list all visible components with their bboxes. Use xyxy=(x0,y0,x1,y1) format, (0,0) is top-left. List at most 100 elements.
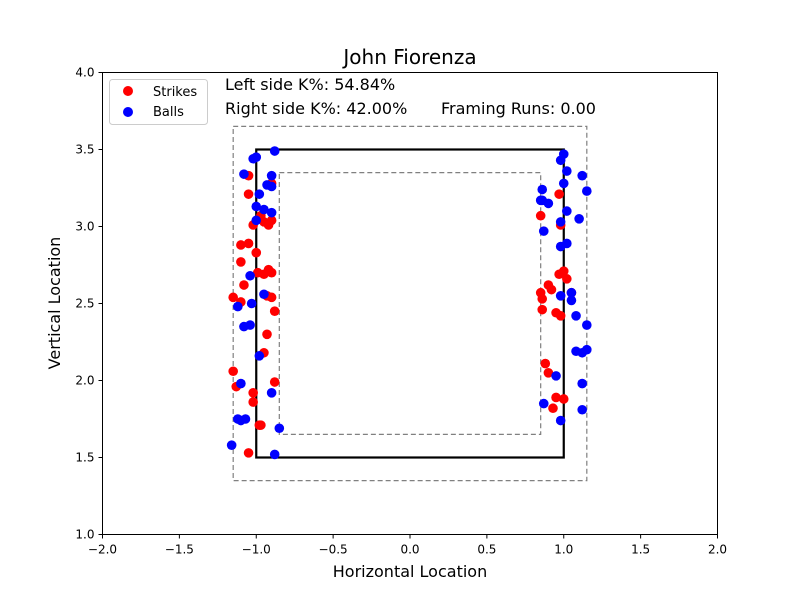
ball-point xyxy=(577,170,587,181)
strike-point xyxy=(266,267,277,278)
x-tick-label: −0.5 xyxy=(319,543,348,557)
strike-point xyxy=(269,377,280,387)
ball-point xyxy=(543,198,554,209)
strike-point xyxy=(243,448,254,458)
strike-point xyxy=(562,274,572,284)
x-tick-label: 1.5 xyxy=(631,543,650,557)
y-axis-label: Vertical Location xyxy=(45,237,64,370)
legend-strikes-label: Strikes xyxy=(153,85,197,100)
strike-point xyxy=(551,392,561,403)
strike-point xyxy=(263,220,274,230)
y-tick-label: 2.0 xyxy=(75,374,94,388)
x-tick-label: 0.5 xyxy=(477,543,496,557)
points-layer xyxy=(226,146,592,460)
ball-point xyxy=(245,270,255,281)
y-tick-label: 1.0 xyxy=(75,528,94,542)
ball-point xyxy=(582,186,592,196)
ball-point xyxy=(254,351,265,361)
inner-zone-box xyxy=(278,172,542,435)
ball-point xyxy=(251,215,262,226)
ball-point xyxy=(566,287,577,298)
strike-point xyxy=(243,189,254,199)
ball-point xyxy=(555,291,566,301)
strike-point xyxy=(535,210,546,221)
x-tick-label: −1.0 xyxy=(242,543,271,557)
ball-point xyxy=(259,289,269,300)
y-tick-label: 1.5 xyxy=(75,451,94,465)
ball-point xyxy=(246,298,257,309)
ball-point xyxy=(555,241,566,252)
strike-point xyxy=(228,366,238,377)
ball-point xyxy=(558,178,569,189)
ball-point xyxy=(555,155,566,166)
strike-point xyxy=(537,294,548,304)
legend-box xyxy=(109,79,208,125)
x-axis-label: Horizontal Location xyxy=(333,562,487,581)
ball-point xyxy=(269,146,280,156)
y-tick-label: 2.5 xyxy=(75,297,94,311)
ball-point xyxy=(236,378,246,389)
strike-point xyxy=(236,257,246,267)
strike-point xyxy=(243,238,254,249)
legend-balls-label: Balls xyxy=(153,105,184,120)
ball-point xyxy=(562,166,572,176)
strike-point xyxy=(537,304,548,315)
ball-point xyxy=(233,301,243,312)
strike-point xyxy=(254,420,265,430)
outer-zone-box xyxy=(232,125,588,482)
y-axis-ticks: 1.0 1.5 2.0 2.5 3.0 3.5 4.0 xyxy=(75,66,103,542)
strike-point xyxy=(248,388,258,398)
strike-point xyxy=(262,329,272,340)
legend-balls-marker xyxy=(123,107,133,117)
strike-point xyxy=(540,358,551,369)
y-tick-label: 3.5 xyxy=(75,143,94,157)
strike-point xyxy=(251,247,262,258)
ball-point xyxy=(226,440,237,450)
chart-title: John Fiorenza xyxy=(341,45,476,69)
ball-point xyxy=(259,204,269,215)
y-tick-label: 4.0 xyxy=(75,66,94,80)
ball-point xyxy=(251,201,262,212)
ball-point xyxy=(239,169,249,179)
ball-point xyxy=(538,226,549,236)
x-axis-ticks: −2.0 −1.5 −1.0 −0.5 0.0 0.5 1.0 1.5 2.0 xyxy=(88,534,727,557)
x-tick-label: −1.5 xyxy=(165,543,194,557)
x-tick-label: −2.0 xyxy=(88,543,117,557)
strike-point xyxy=(248,397,258,407)
ball-point xyxy=(555,217,566,227)
ball-point xyxy=(254,189,265,199)
ball-point xyxy=(538,398,549,409)
ball-point xyxy=(266,170,277,181)
x-tick-label: 0.0 xyxy=(400,543,419,557)
ball-point xyxy=(562,206,572,216)
ball-point xyxy=(566,295,577,306)
strike-point xyxy=(558,394,569,404)
legend-strikes-marker xyxy=(123,86,133,96)
y-tick-label: 3.0 xyxy=(75,220,94,234)
x-tick-label: 1.0 xyxy=(554,543,573,557)
left-k-annotation: Left side K%: 54.84% xyxy=(225,75,395,94)
strike-point xyxy=(236,240,246,250)
ball-point xyxy=(551,371,561,381)
ball-point xyxy=(577,378,587,389)
framing-runs-annotation: Framing Runs: 0.00 xyxy=(441,99,596,118)
ball-point xyxy=(266,388,277,398)
strike-point xyxy=(228,292,238,303)
ball-point xyxy=(555,415,566,426)
ball-point xyxy=(274,423,285,434)
ball-point xyxy=(571,311,581,321)
right-k-annotation: Right side K%: 42.00% xyxy=(225,99,407,118)
strike-point xyxy=(269,306,280,317)
ball-point xyxy=(269,449,280,460)
strike-point xyxy=(555,311,566,321)
ball-point xyxy=(577,404,587,415)
strike-point xyxy=(266,292,277,303)
ball-point xyxy=(537,184,548,195)
ball-point xyxy=(245,320,255,330)
x-tick-label: 2.0 xyxy=(708,543,727,557)
ball-point xyxy=(266,181,277,192)
strike-point xyxy=(554,189,564,199)
ball-point xyxy=(248,153,258,164)
strike-point xyxy=(548,403,558,414)
